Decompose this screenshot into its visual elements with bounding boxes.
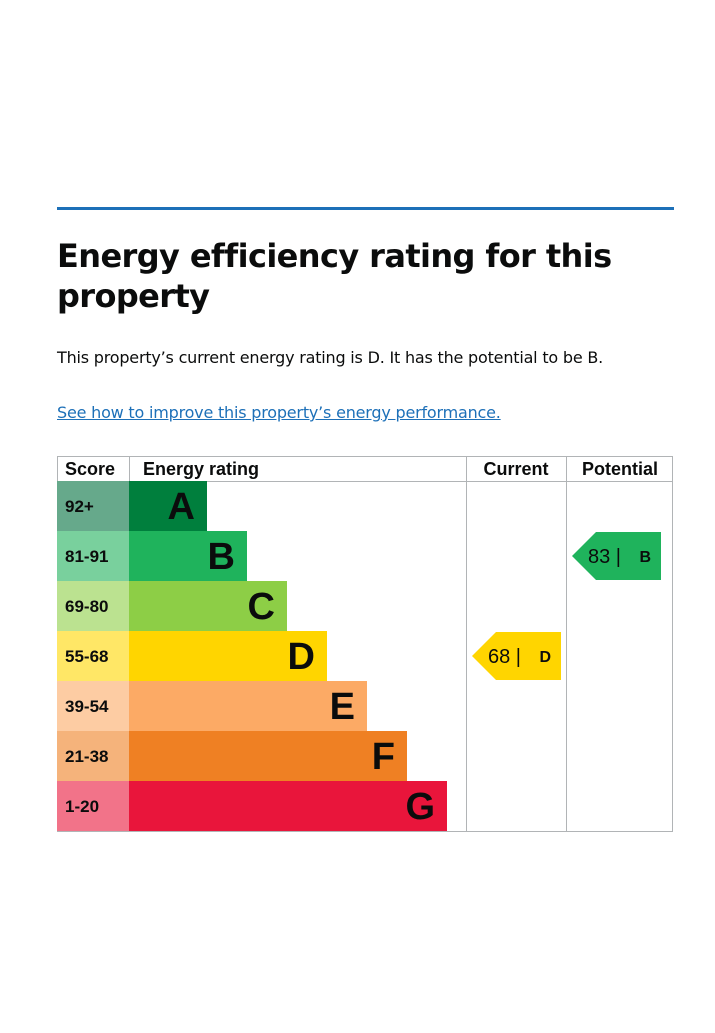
- band-letter-g: G: [405, 786, 435, 828]
- score-cell-d: [57, 631, 129, 681]
- band-bar-g: [129, 781, 447, 831]
- energy-rating-chart: Score Energy rating Current Potential 92+ A 81…: [57, 456, 673, 832]
- score-cell-b: [57, 531, 129, 581]
- band-bar-a: [129, 481, 207, 531]
- band-letter-f: F: [372, 736, 395, 778]
- band-bar-b: [129, 531, 247, 581]
- potential-rating-score: 83 |: [588, 546, 621, 568]
- score-cell-f: [57, 731, 129, 781]
- score-label-c: 69-80: [65, 597, 108, 616]
- score-label-d: 55-68: [65, 647, 108, 666]
- score-label-f: 21-38: [65, 747, 108, 766]
- rating-summary: This property’s current energy rating is…: [57, 348, 604, 367]
- band-bar-e: [129, 681, 367, 731]
- band-letter-d: D: [288, 636, 315, 678]
- header-potential: Potential: [582, 459, 658, 479]
- header-current: Current: [483, 459, 548, 479]
- section-divider: [57, 207, 674, 210]
- current-rating-arrow: [472, 632, 561, 680]
- score-cell-g: [57, 781, 129, 831]
- band-bar-f: [129, 731, 407, 781]
- band-letter-b: B: [208, 536, 235, 578]
- band-bar-c: [129, 581, 287, 631]
- potential-rating-letter: B: [639, 549, 651, 566]
- energy-rating-graph: Score Energy rating Current Potential 92+ A 81…: [57, 456, 673, 832]
- score-cell-e: [57, 681, 129, 731]
- header-score: Score: [65, 459, 115, 479]
- potential-rating-arrow: [572, 532, 661, 580]
- score-label-e: 39-54: [65, 697, 109, 716]
- band-letter-e: E: [330, 686, 355, 728]
- header-energy-rating: Energy rating: [143, 459, 259, 479]
- score-cell-c: [57, 581, 129, 631]
- band-bar-d: [129, 631, 327, 681]
- page-title: Energy efficiency rating for this proper…: [57, 237, 612, 315]
- band-letter-c: C: [248, 586, 275, 628]
- score-label-g: 1-20: [65, 797, 99, 816]
- current-rating-score: 68 |: [488, 646, 521, 668]
- improve-performance-link[interactable]: See how to improve this property’s energ…: [57, 403, 501, 422]
- band-letter-a: A: [168, 486, 195, 528]
- current-rating-letter: D: [539, 649, 551, 666]
- score-label-a: 92+: [65, 497, 94, 516]
- score-cell-a: [57, 481, 129, 531]
- score-label-b: 81-91: [65, 547, 108, 566]
